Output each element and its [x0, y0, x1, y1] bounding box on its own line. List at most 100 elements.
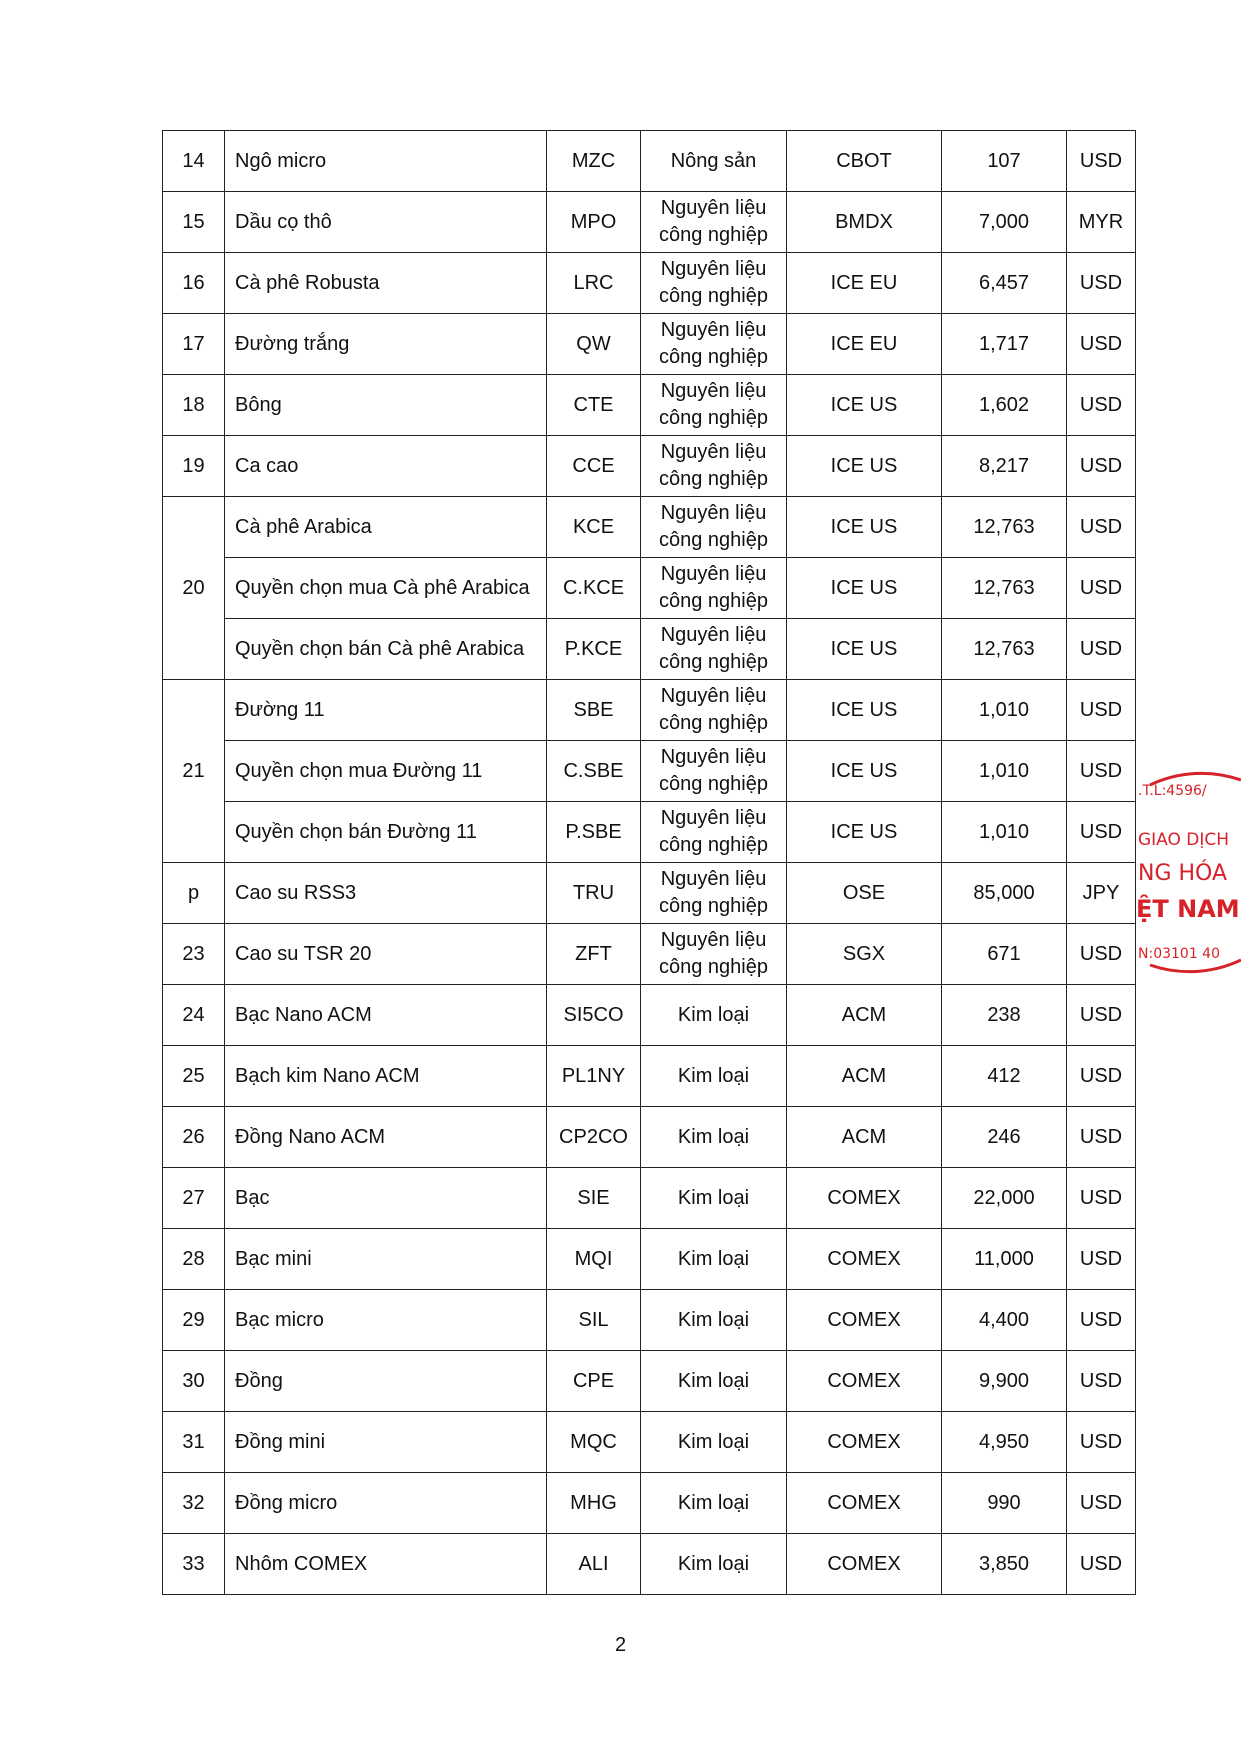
exchange: BMDX	[786, 191, 942, 253]
product-code: SI5CO	[546, 984, 641, 1046]
product-code: QW	[546, 313, 641, 375]
exchange: COMEX	[786, 1472, 942, 1534]
product-code: SIE	[546, 1167, 641, 1229]
amount: 22,000	[941, 1167, 1067, 1229]
product-group: Nguyên liệu công nghiệp	[640, 801, 787, 863]
stamp-text: .T.L:4596/	[1138, 783, 1207, 799]
amount: 4,950	[941, 1411, 1067, 1473]
product-code: C.SBE	[546, 740, 641, 802]
product-group: Kim loại	[640, 1045, 787, 1107]
table-row: 17 Đường trắng QW Nguyên liệu công nghiệp IC…	[162, 313, 1136, 375]
product-code: LRC	[546, 252, 641, 314]
currency: USD	[1066, 1350, 1136, 1412]
exchange: ICE US	[786, 801, 942, 863]
exchange: ACM	[786, 1045, 942, 1107]
currency: USD	[1066, 801, 1136, 863]
currency: USD	[1066, 435, 1136, 497]
table-row: Quyền chọn bán Đường 11 P.SBE Nguyên liệu …	[163, 801, 1136, 863]
product-group: Nguyên liệu công nghiệp	[640, 252, 787, 314]
amount: 3,850	[941, 1533, 1067, 1595]
product-name: Cao su TSR 20	[224, 923, 547, 985]
currency: USD	[1066, 1411, 1136, 1473]
table-row: 31 Đồng mini MQC Kim loại COMEX 4,950 USD	[162, 1411, 1136, 1473]
product-code: ALI	[546, 1533, 641, 1595]
exchange: COMEX	[786, 1167, 942, 1229]
product-name: Đồng Nano ACM	[224, 1106, 547, 1168]
product-code: PL1NY	[546, 1045, 641, 1107]
table-body: 14 Ngô micro MZC Nông sản CBOT 107 USD 15 Dầu cọ…	[162, 130, 1136, 1595]
product-name: Ngô micro	[224, 130, 547, 192]
product-name: Bạc	[224, 1167, 547, 1229]
amount: 107	[941, 130, 1067, 192]
exchange: ICE US	[786, 679, 942, 741]
row-number: 19	[162, 435, 225, 497]
product-name: Cà phê Robusta	[224, 252, 547, 314]
product-group: Nguyên liệu công nghiệp	[640, 191, 787, 253]
row-number: 33	[162, 1533, 225, 1595]
product-code: SBE	[546, 679, 641, 741]
table-row: 18 Bông CTE Nguyên liệu công nghiệp ICE US 1,…	[162, 374, 1136, 436]
amount: 412	[941, 1045, 1067, 1107]
row-number: 15	[162, 191, 225, 253]
product-group: Nguyên liệu công nghiệp	[640, 557, 787, 619]
product-name: Cao su RSS3	[224, 862, 547, 924]
product-group: Nguyên liệu công nghiệp	[640, 862, 787, 924]
amount: 7,000	[941, 191, 1067, 253]
product-name: Quyền chọn mua Đường 11	[224, 740, 547, 802]
exchange: ACM	[786, 984, 942, 1046]
table-row: 33 Nhôm COMEX ALI Kim loại COMEX 3,850 USD	[162, 1533, 1136, 1595]
row-number: 27	[162, 1167, 225, 1229]
product-name: Quyền chọn bán Đường 11	[224, 801, 547, 863]
amount: 990	[941, 1472, 1067, 1534]
amount: 11,000	[941, 1228, 1067, 1290]
table-row: 24 Bạc Nano ACM SI5CO Kim loại ACM 238 USD	[162, 984, 1136, 1046]
product-group: Kim loại	[640, 1289, 787, 1351]
table-row: Quyền chọn mua Cà phê Arabica C.KCE Nguyên…	[163, 557, 1136, 619]
product-name: Ca cao	[224, 435, 547, 497]
product-code: P.SBE	[546, 801, 641, 863]
row-number: 21	[162, 679, 225, 863]
currency: USD	[1066, 313, 1136, 375]
stamp-ring	[1149, 771, 1241, 787]
product-code: MZC	[546, 130, 641, 192]
product-code: P.KCE	[546, 618, 641, 680]
product-group: Kim loại	[640, 1533, 787, 1595]
currency: USD	[1066, 1472, 1136, 1534]
product-code: CTE	[546, 374, 641, 436]
currency: USD	[1066, 923, 1136, 985]
product-group: Kim loại	[640, 1228, 787, 1290]
exchange: ICE US	[786, 374, 942, 436]
product-name: Bạch kim Nano ACM	[224, 1045, 547, 1107]
stamp-text: N:03101 40	[1138, 946, 1220, 962]
currency: USD	[1066, 679, 1136, 741]
exchange: ICE US	[786, 557, 942, 619]
exchange: COMEX	[786, 1533, 942, 1595]
product-name: Nhôm COMEX	[224, 1533, 547, 1595]
exchange: COMEX	[786, 1350, 942, 1412]
product-group: Nguyên liệu công nghiệp	[640, 740, 787, 802]
product-name: Dầu cọ thô	[224, 191, 547, 253]
amount: 1,010	[941, 740, 1067, 802]
table-row: 29 Bạc micro SIL Kim loại COMEX 4,400 USD	[162, 1289, 1136, 1351]
product-group: Nông sản	[640, 130, 787, 192]
row-number: 20	[162, 496, 225, 680]
amount: 12,763	[941, 496, 1067, 558]
stamp-text: ỆT NAM	[1136, 893, 1240, 923]
product-code: TRU	[546, 862, 641, 924]
stamp-text: GIAO DỊCH	[1138, 830, 1229, 850]
amount: 1,717	[941, 313, 1067, 375]
row-number: 14	[162, 130, 225, 192]
currency: USD	[1066, 130, 1136, 192]
product-group: Kim loại	[640, 1411, 787, 1473]
amount: 246	[941, 1106, 1067, 1168]
stamp-ring	[1149, 958, 1241, 974]
exchange: ICE EU	[786, 252, 942, 314]
product-group: Nguyên liệu công nghiệp	[640, 923, 787, 985]
stamp: .T.L:4596/ GIAO DỊCH NG HÓA ỆT NAM N:031…	[1136, 771, 1241, 974]
table-row: 23 Cao su TSR 20 ZFT Nguyên liệu công nghiệ…	[162, 923, 1136, 985]
product-group: Nguyên liệu công nghiệp	[640, 679, 787, 741]
row-number: 24	[162, 984, 225, 1046]
page-number: 2	[614, 1634, 627, 1656]
table-row: 27 Bạc SIE Kim loại COMEX 22,000 USD	[162, 1167, 1136, 1229]
